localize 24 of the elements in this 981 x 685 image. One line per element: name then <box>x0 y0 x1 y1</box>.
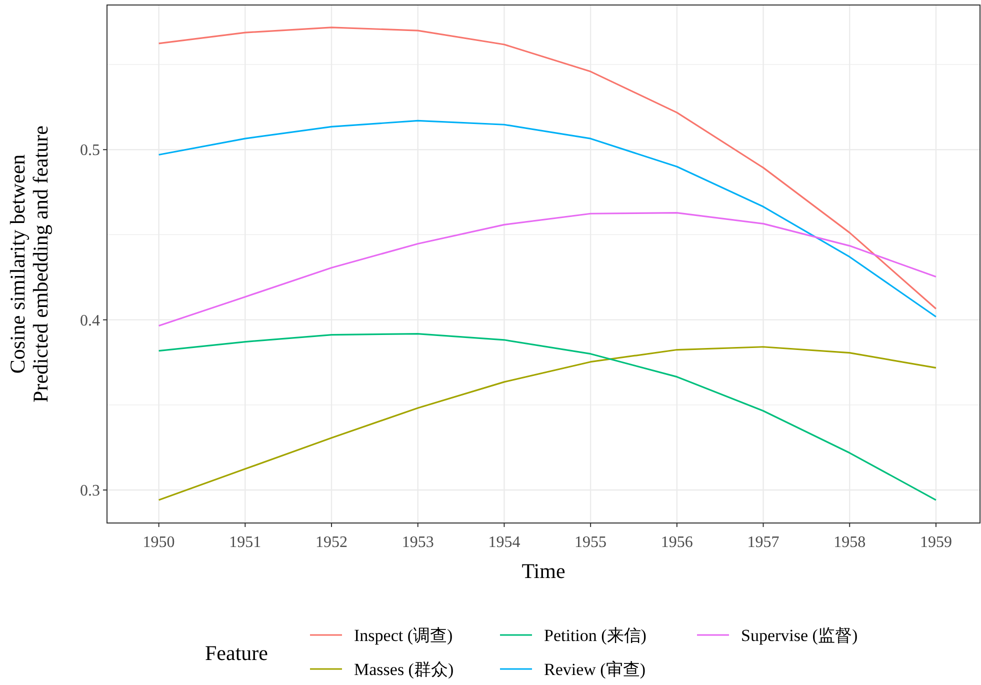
x-tick-label: 1955 <box>574 534 607 551</box>
x-tick-label: 1957 <box>747 534 780 551</box>
legend-label: Supervise (监督) <box>741 626 858 645</box>
line-series <box>158 26 937 310</box>
x-tick-label: 1954 <box>488 534 520 551</box>
x-tick-label: 1958 <box>834 534 866 551</box>
legend-label: Masses (群众) <box>354 660 454 679</box>
y-tick-label: 0.3 <box>80 482 100 500</box>
x-tick-label: 1953 <box>402 534 434 551</box>
line-series <box>158 212 937 327</box>
x-tick-label: 1952 <box>316 534 348 551</box>
y-axis-title: Cosine similarity between Predicted embedding and feature <box>5 126 53 402</box>
x-tick-label: 1959 <box>920 534 952 551</box>
legend-label: Review (审查) <box>544 660 646 679</box>
legend-label: Inspect (调查) <box>354 626 453 645</box>
y-tick-label: 0.4 <box>80 312 100 330</box>
x-tick-label: 1956 <box>660 534 693 551</box>
x-tick-label: 1950 <box>142 534 175 551</box>
y-tick-label: 0.5 <box>80 142 100 160</box>
line-series <box>158 120 937 318</box>
x-tick-label: 1951 <box>229 534 262 551</box>
legend-title: Feature <box>205 641 268 665</box>
x-axis-title: Time <box>522 559 566 583</box>
legend-label: Petition (来信) <box>544 626 646 645</box>
